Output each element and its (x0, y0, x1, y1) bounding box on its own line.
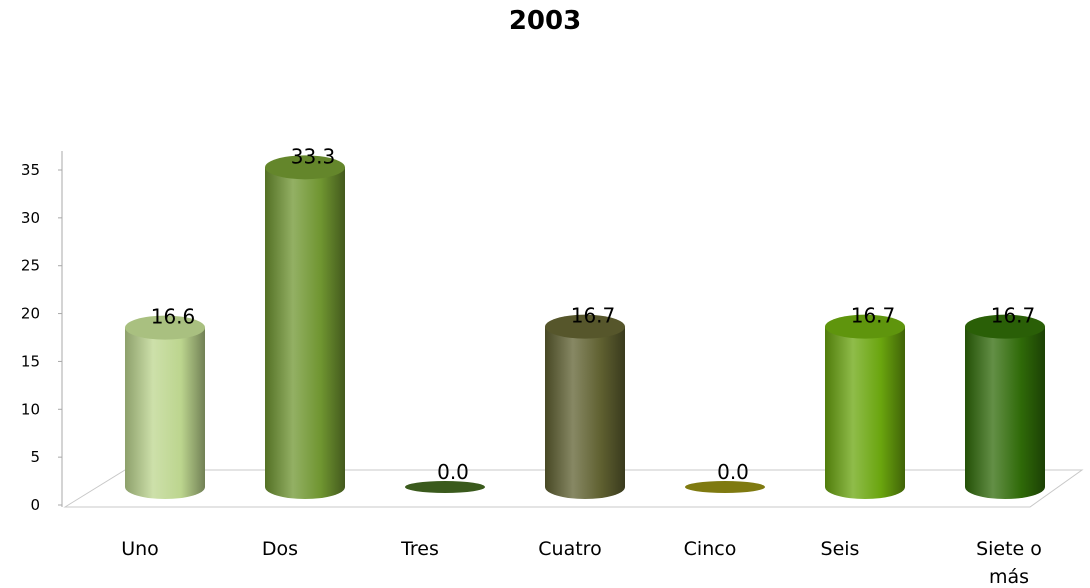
bar-seis (825, 314, 905, 499)
x-tick-label: Siete o (976, 538, 1042, 560)
y-tick-label: 25 (21, 257, 40, 275)
data-label: 0.0 (717, 460, 749, 484)
bar-siete-o-más (965, 314, 1045, 499)
bar-top (965, 314, 1045, 339)
x-tick-label: Seis (821, 538, 860, 560)
y-tick-label: 5 (30, 448, 40, 466)
y-tick-label: 35 (21, 161, 40, 179)
bar-cinco (685, 481, 765, 493)
y-tick-label: 30 (21, 209, 40, 227)
x-tick-label: Cuatro (538, 538, 601, 560)
x-tick-label: Cinco (684, 538, 737, 560)
bar-body (125, 327, 205, 499)
y-tick-label: 20 (21, 305, 40, 323)
data-label: 0.0 (437, 460, 469, 484)
x-tick-label: Uno (121, 538, 159, 560)
y-axis: 0 5 10 15 20 25 30 35 (21, 151, 63, 514)
data-label: 16.7 (851, 304, 896, 328)
bar-top (685, 481, 765, 493)
y-tick-label: 0 (30, 496, 40, 514)
bar-top (265, 155, 345, 180)
x-tick-label: Tres (400, 538, 439, 560)
bar-body (265, 167, 345, 499)
bar-tres (405, 481, 485, 493)
bar-top (125, 315, 205, 340)
bar-body (825, 326, 905, 499)
bar-top (545, 314, 625, 339)
y-tick-label: 10 (21, 400, 40, 418)
bar-top (405, 481, 485, 493)
data-label: 16.6 (151, 305, 196, 329)
data-label: 16.7 (991, 304, 1036, 328)
bar-uno (125, 315, 205, 499)
data-label: 33.3 (291, 144, 336, 168)
bar-body (965, 326, 1045, 499)
data-label: 16.7 (571, 304, 616, 328)
y-tick-label: 15 (21, 352, 40, 370)
bars (125, 155, 1045, 499)
x-tick-label: más (989, 566, 1029, 588)
bar-dos (265, 155, 345, 499)
chart-title: 2003 (508, 6, 582, 36)
labels: 16.6 Uno 33.3 Dos 0.0 Tres 16.7 Cuatro 0.0 Cinco 1… (121, 144, 1042, 588)
bar-cuatro (545, 314, 625, 499)
x-tick-label: Dos (262, 538, 298, 560)
bar-top (825, 314, 905, 339)
bar-body (545, 326, 625, 499)
